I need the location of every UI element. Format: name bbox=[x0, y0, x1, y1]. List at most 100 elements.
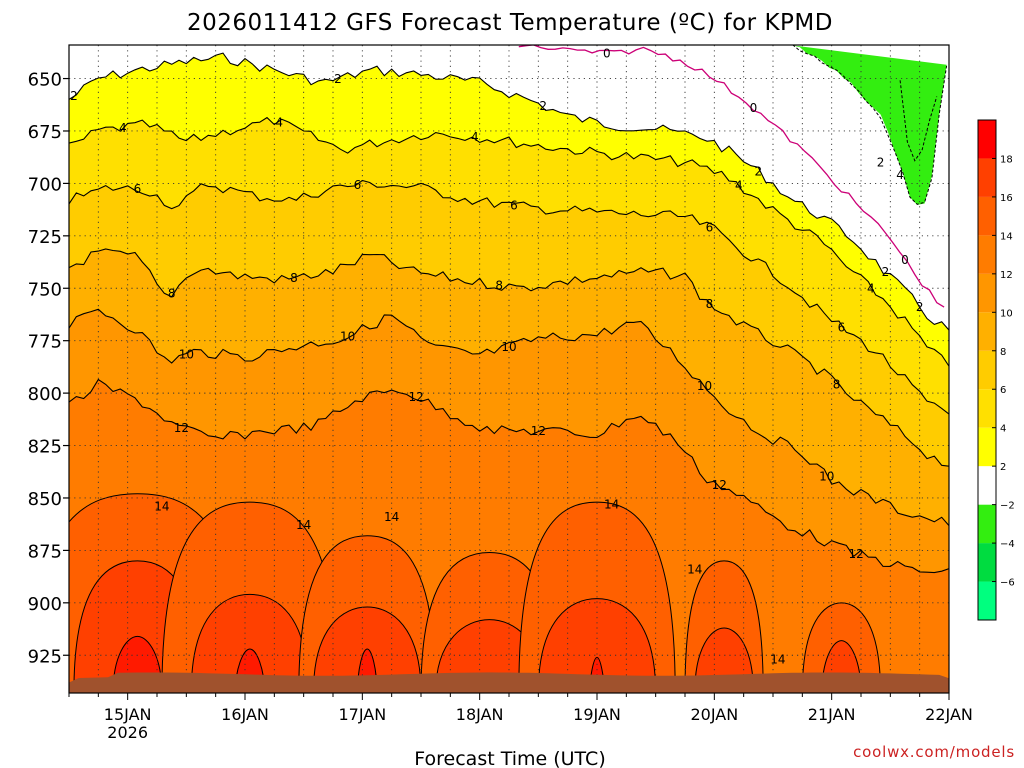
contour-label: 2 bbox=[334, 72, 342, 86]
contour-label: 4 bbox=[119, 121, 127, 135]
contour-label: 2 bbox=[539, 99, 547, 113]
contour-label: 12 bbox=[712, 478, 727, 492]
band-2-4 bbox=[69, 45, 949, 331]
contour-0 bbox=[518, 45, 945, 308]
y-tick-label: 925 bbox=[28, 646, 62, 667]
band-below-minus-2 bbox=[792, 45, 947, 205]
y-tick-label: 700 bbox=[28, 174, 62, 195]
contour-label: 4 bbox=[275, 116, 283, 130]
y-tick-label: 650 bbox=[28, 70, 62, 91]
contour-label: 0 bbox=[901, 253, 909, 267]
y-tick-label: 825 bbox=[28, 437, 62, 458]
contour-12 bbox=[69, 378, 949, 574]
contour-label: 14 bbox=[296, 518, 311, 532]
colorbar-swatch bbox=[978, 196, 996, 236]
colorbar-label: −6 bbox=[1000, 578, 1015, 589]
colorbar-label: 16 bbox=[1000, 193, 1013, 204]
colorbar-swatch bbox=[978, 427, 996, 467]
y-tick-label: 675 bbox=[28, 122, 62, 143]
colorbar-frame bbox=[977, 119, 997, 621]
x-tick-label: 20JAN bbox=[690, 705, 738, 724]
colorbar-label: 6 bbox=[1000, 385, 1006, 396]
contour-label: 12 bbox=[531, 424, 546, 438]
x-tick-label: 17JAN bbox=[338, 705, 386, 724]
contour-label: 14 bbox=[770, 652, 785, 666]
colorbar-swatch bbox=[978, 389, 996, 428]
contour-label: 2 bbox=[916, 300, 924, 314]
y-tick-label: 850 bbox=[28, 489, 62, 510]
x-tick-label: 16JAN bbox=[221, 705, 269, 724]
y-tick-label: 900 bbox=[28, 594, 62, 615]
y-tick-label: 875 bbox=[28, 541, 62, 562]
contour-6 bbox=[69, 179, 949, 415]
colorbar-label: 12 bbox=[1000, 270, 1013, 281]
contour-label: 12 bbox=[408, 390, 423, 404]
colorbar-swatch bbox=[978, 120, 996, 159]
contour-label: 14 bbox=[687, 562, 702, 576]
y-tick-label: 775 bbox=[28, 332, 62, 353]
contour-label: 2 bbox=[877, 155, 885, 169]
colorbar-swatch bbox=[978, 158, 996, 197]
colorbar-label: 4 bbox=[1000, 424, 1006, 435]
contour-label: 4 bbox=[867, 281, 875, 295]
colorbar-label: 2 bbox=[1000, 462, 1006, 473]
contour-label: 10 bbox=[697, 379, 712, 393]
colorbar-label: 10 bbox=[1000, 308, 1013, 319]
colorbar-label: 8 bbox=[1000, 347, 1006, 358]
contour-4 bbox=[69, 116, 949, 367]
colorbar-swatch bbox=[978, 466, 996, 505]
contour-label: 4 bbox=[471, 130, 479, 144]
contour-label: 12 bbox=[848, 547, 863, 561]
colorbar-swatch bbox=[978, 350, 996, 390]
watermark: coolwx.com/models bbox=[853, 743, 1015, 761]
colorbar: −6 −4 −2 2 4 6 8 10 12 14 16 18 bbox=[977, 119, 1015, 621]
contour-label: 10 bbox=[501, 340, 516, 354]
contour-8 bbox=[69, 248, 949, 467]
contour-minus-4 bbox=[899, 80, 938, 162]
contour-label: 2 bbox=[755, 165, 763, 179]
contour-label: 6 bbox=[838, 320, 846, 334]
contour-label: 0 bbox=[603, 46, 611, 60]
chart-title: 2026011412 GFS Forecast Temperature (ºC)… bbox=[187, 10, 833, 36]
contour-label: 0 bbox=[750, 101, 758, 115]
contour-2 bbox=[69, 52, 949, 331]
contour-label: 10 bbox=[819, 469, 834, 483]
contour-10 bbox=[69, 308, 949, 526]
contour-label: 12 bbox=[174, 421, 189, 435]
x-tick-label: 18JAN bbox=[456, 705, 504, 724]
x-tick-sublabel: 2026 bbox=[107, 723, 148, 742]
contour-label: 14 bbox=[384, 510, 399, 524]
x-tick-label: 22JAN bbox=[925, 705, 973, 724]
x-axis-label: Forecast Time (UTC) bbox=[414, 748, 605, 768]
contour-label: 14 bbox=[154, 499, 169, 513]
contour-label: 10 bbox=[179, 348, 194, 362]
colorbar-swatch bbox=[978, 235, 996, 274]
contour-label: 6 bbox=[510, 199, 518, 213]
contour-label: 6 bbox=[354, 178, 362, 192]
colorbar-swatch bbox=[978, 543, 996, 582]
colorbar-swatch bbox=[978, 581, 996, 620]
contour-label: 2 bbox=[882, 265, 890, 279]
y-tick-label: 800 bbox=[28, 384, 62, 405]
contour-minus-2 bbox=[792, 45, 948, 205]
contour-label: 2 bbox=[70, 89, 78, 103]
terrain-fill bbox=[69, 672, 949, 693]
colorbar-swatch bbox=[978, 504, 996, 544]
y-axis: 650 675 700 725 750 775 800 825 850 875 900 925 bbox=[28, 70, 69, 667]
colorbar-swatch bbox=[978, 312, 996, 351]
contour-label: 4 bbox=[735, 179, 743, 193]
contour-label: 8 bbox=[833, 378, 841, 392]
y-tick-label: 725 bbox=[28, 227, 62, 248]
grid bbox=[69, 45, 949, 693]
colorbar-label: 18 bbox=[1000, 154, 1013, 165]
x-tick-label: 15JAN bbox=[104, 705, 152, 724]
contour-label: 8 bbox=[290, 271, 298, 285]
colorbar-swatch bbox=[978, 273, 996, 313]
y-tick-label: 750 bbox=[28, 279, 62, 300]
contour-label: 8 bbox=[706, 297, 714, 311]
contour-label: 6 bbox=[134, 182, 142, 196]
